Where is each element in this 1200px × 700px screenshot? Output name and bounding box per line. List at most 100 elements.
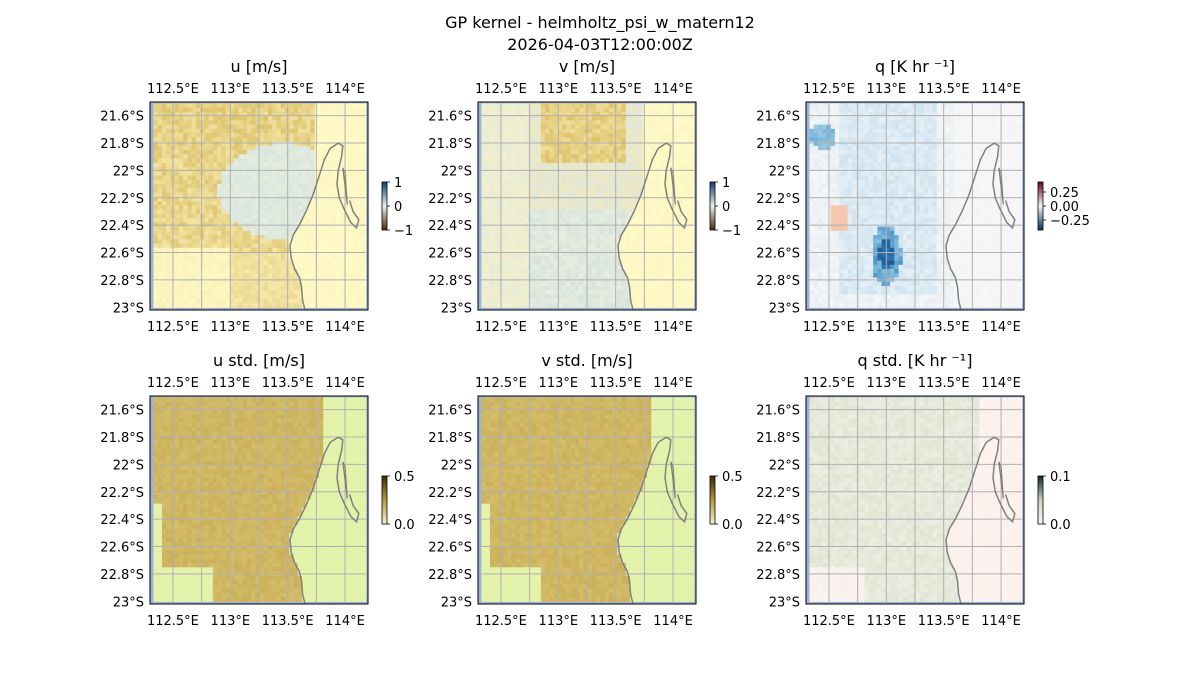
lon-tick-label-top: 114°E [653, 82, 693, 97]
heatmap-cell [515, 218, 521, 223]
heatmap-cell [319, 179, 324, 185]
heatmap-cell [221, 281, 227, 287]
heatmap-cell [348, 192, 354, 198]
heatmap-cell [331, 218, 337, 223]
heatmap-cell [536, 290, 542, 296]
heatmap-cell [676, 196, 682, 202]
heatmap-cell [268, 145, 273, 151]
heatmap-cell [494, 239, 500, 245]
heatmap-cell [659, 145, 665, 151]
heatmap-cell [574, 107, 580, 113]
heatmap-cell [502, 235, 508, 240]
heatmap-cell [331, 162, 337, 168]
heatmap-cell [157, 256, 163, 262]
heatmap-cell [604, 167, 610, 172]
colorbar-tick-label: −1 [394, 224, 413, 239]
heatmap-cell [630, 154, 635, 160]
heatmap-cell [306, 124, 312, 130]
heatmap-cell [352, 162, 358, 168]
heatmap-cell [251, 145, 256, 151]
heatmap-cell [651, 243, 657, 249]
heatmap-cell [212, 209, 218, 215]
heatmap-cell [519, 154, 525, 160]
heatmap-cell [259, 162, 265, 168]
heatmap-cell [511, 111, 517, 117]
heatmap-cell [174, 256, 180, 262]
heatmap-cell [536, 243, 542, 249]
heatmap-cell [157, 260, 163, 266]
heatmap-cell [161, 303, 167, 308]
heatmap-cell [234, 264, 239, 270]
heatmap-cell [485, 201, 491, 206]
heatmap-cell [297, 230, 303, 236]
heatmap-cell [647, 201, 652, 206]
heatmap-cell [183, 103, 189, 109]
heatmap-cell [549, 218, 555, 223]
heatmap-cell [600, 184, 606, 189]
heatmap-cell [246, 281, 252, 287]
heatmap-cell [689, 175, 695, 181]
heatmap-cell [540, 226, 546, 232]
heatmap-cell [630, 256, 635, 262]
heatmap-cell [655, 116, 661, 121]
heatmap-cell [157, 205, 163, 211]
heatmap-cell [327, 264, 333, 270]
heatmap-cell [191, 145, 197, 151]
heatmap-cell [319, 269, 324, 274]
heatmap-cell [689, 218, 695, 223]
heatmap-cell [255, 154, 261, 160]
heatmap-cell [617, 209, 623, 215]
heatmap-cell [234, 192, 239, 198]
heatmap-cell [566, 137, 572, 143]
heatmap-cell [511, 188, 517, 194]
heatmap-cell [608, 264, 614, 270]
heatmap-cell [191, 256, 197, 262]
heatmap-cell [523, 133, 529, 138]
heatmap-cell [600, 116, 606, 121]
lon-tick-label-bottom: 112.5°E [147, 320, 199, 335]
heatmap-cell [183, 264, 189, 270]
heatmap-cell [570, 298, 576, 304]
heatmap-cell [302, 290, 307, 296]
heatmap-cell [647, 260, 652, 266]
heatmap-cell [617, 188, 623, 194]
heatmap-cell [689, 260, 695, 266]
heatmap-cell [553, 243, 559, 249]
heatmap-cell [809, 141, 815, 147]
heatmap-cell [314, 111, 320, 117]
heatmap-cell [587, 213, 593, 219]
heatmap-cell [600, 141, 606, 147]
heatmap-cell [553, 192, 559, 198]
heatmap-cell [617, 290, 623, 296]
heatmap-cell [212, 243, 218, 249]
lat-tick-label: 22.6°S [100, 247, 144, 262]
heatmap-cell [515, 154, 521, 160]
heatmap-cell [302, 264, 307, 270]
heatmap-cell [587, 116, 593, 121]
heatmap-cell [293, 281, 299, 287]
heatmap-cell [335, 286, 341, 291]
heatmap-cell [672, 141, 678, 147]
heatmap-cell [549, 298, 555, 304]
heatmap-cell [634, 303, 640, 308]
heatmap-cell [238, 273, 244, 279]
heatmap-cell [494, 107, 500, 113]
heatmap-cell [183, 188, 189, 194]
heatmap-cell [242, 256, 248, 262]
heatmap-cell [638, 162, 644, 168]
heatmap-cell [217, 269, 222, 274]
heatmap-cell [195, 294, 201, 300]
heatmap-cell [293, 209, 299, 215]
heatmap-cell [166, 205, 172, 211]
heatmap-cell [212, 269, 218, 274]
heatmap-cell [672, 179, 678, 185]
heatmap-cell [489, 107, 495, 113]
heatmap-cell [310, 256, 316, 262]
heatmap-cell [161, 158, 167, 164]
heatmap-cell [574, 188, 580, 194]
heatmap-cell [344, 239, 350, 245]
heatmap-cell [302, 188, 307, 194]
heatmap-cell [591, 230, 597, 236]
heatmap-cell [579, 230, 584, 236]
heatmap-cell [161, 150, 167, 155]
